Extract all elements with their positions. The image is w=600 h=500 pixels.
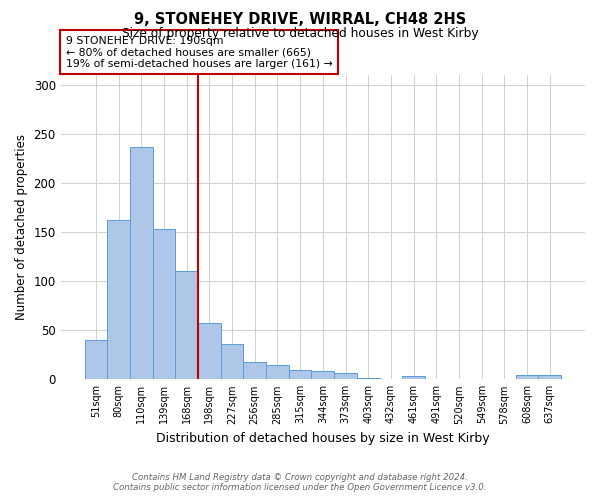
- Text: 9 STONEHEY DRIVE: 190sqm
← 80% of detached houses are smaller (665)
19% of semi-: 9 STONEHEY DRIVE: 190sqm ← 80% of detach…: [66, 36, 332, 69]
- Bar: [357, 378, 380, 380]
- Bar: [538, 376, 561, 380]
- X-axis label: Distribution of detached houses by size in West Kirby: Distribution of detached houses by size …: [156, 432, 490, 445]
- Y-axis label: Number of detached properties: Number of detached properties: [15, 134, 28, 320]
- Bar: [130, 146, 152, 380]
- Bar: [85, 340, 107, 380]
- Text: Contains HM Land Registry data © Crown copyright and database right 2024.
Contai: Contains HM Land Registry data © Crown c…: [113, 473, 487, 492]
- Bar: [311, 372, 334, 380]
- Bar: [175, 272, 198, 380]
- Bar: [244, 362, 266, 380]
- Bar: [402, 376, 425, 380]
- Bar: [107, 220, 130, 380]
- Bar: [516, 376, 538, 380]
- Bar: [221, 344, 244, 380]
- Text: Size of property relative to detached houses in West Kirby: Size of property relative to detached ho…: [122, 28, 478, 40]
- Bar: [266, 364, 289, 380]
- Bar: [152, 229, 175, 380]
- Bar: [289, 370, 311, 380]
- Text: 9, STONEHEY DRIVE, WIRRAL, CH48 2HS: 9, STONEHEY DRIVE, WIRRAL, CH48 2HS: [134, 12, 466, 28]
- Bar: [198, 324, 221, 380]
- Bar: [334, 374, 357, 380]
